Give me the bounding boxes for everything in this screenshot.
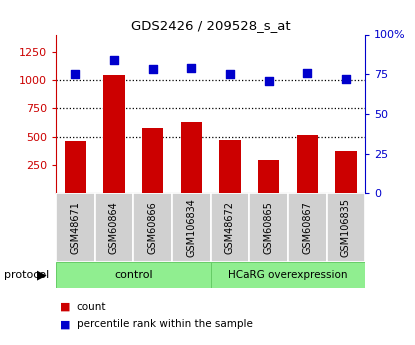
Bar: [249, 193, 288, 262]
Text: count: count: [77, 302, 106, 312]
Bar: [210, 193, 249, 262]
Bar: [172, 193, 210, 262]
Bar: [142, 128, 163, 193]
Bar: [133, 193, 172, 262]
Bar: [56, 193, 95, 262]
Point: [304, 70, 310, 75]
Text: GSM60867: GSM60867: [302, 201, 312, 254]
Text: GSM60864: GSM60864: [109, 201, 119, 254]
Text: ▶: ▶: [37, 269, 47, 282]
Point: [227, 71, 233, 77]
Text: HCaRG overexpression: HCaRG overexpression: [228, 270, 348, 280]
Text: control: control: [114, 270, 153, 280]
Text: protocol: protocol: [4, 270, 49, 280]
Text: ■: ■: [60, 302, 71, 312]
Title: GDS2426 / 209528_s_at: GDS2426 / 209528_s_at: [131, 19, 290, 32]
Text: GSM48672: GSM48672: [225, 201, 235, 254]
Point: [188, 65, 195, 71]
Bar: [95, 193, 133, 262]
Text: GSM106835: GSM106835: [341, 198, 351, 257]
Bar: [219, 140, 241, 193]
Point: [265, 78, 272, 83]
Bar: [65, 141, 86, 193]
Point: [149, 67, 156, 72]
Bar: [297, 135, 318, 193]
Bar: [103, 75, 124, 193]
Text: percentile rank within the sample: percentile rank within the sample: [77, 319, 253, 329]
Point: [111, 57, 117, 63]
Bar: [56, 262, 210, 288]
Bar: [258, 160, 279, 193]
Bar: [327, 193, 365, 262]
Text: GSM60865: GSM60865: [264, 201, 273, 254]
Text: GSM48671: GSM48671: [71, 201, 81, 254]
Text: GSM106834: GSM106834: [186, 198, 196, 257]
Point: [342, 76, 349, 82]
Bar: [181, 122, 202, 193]
Bar: [335, 151, 356, 193]
Bar: [288, 193, 327, 262]
Bar: [210, 262, 365, 288]
Point: [72, 71, 79, 77]
Text: ■: ■: [60, 319, 71, 329]
Text: GSM60866: GSM60866: [148, 201, 158, 254]
